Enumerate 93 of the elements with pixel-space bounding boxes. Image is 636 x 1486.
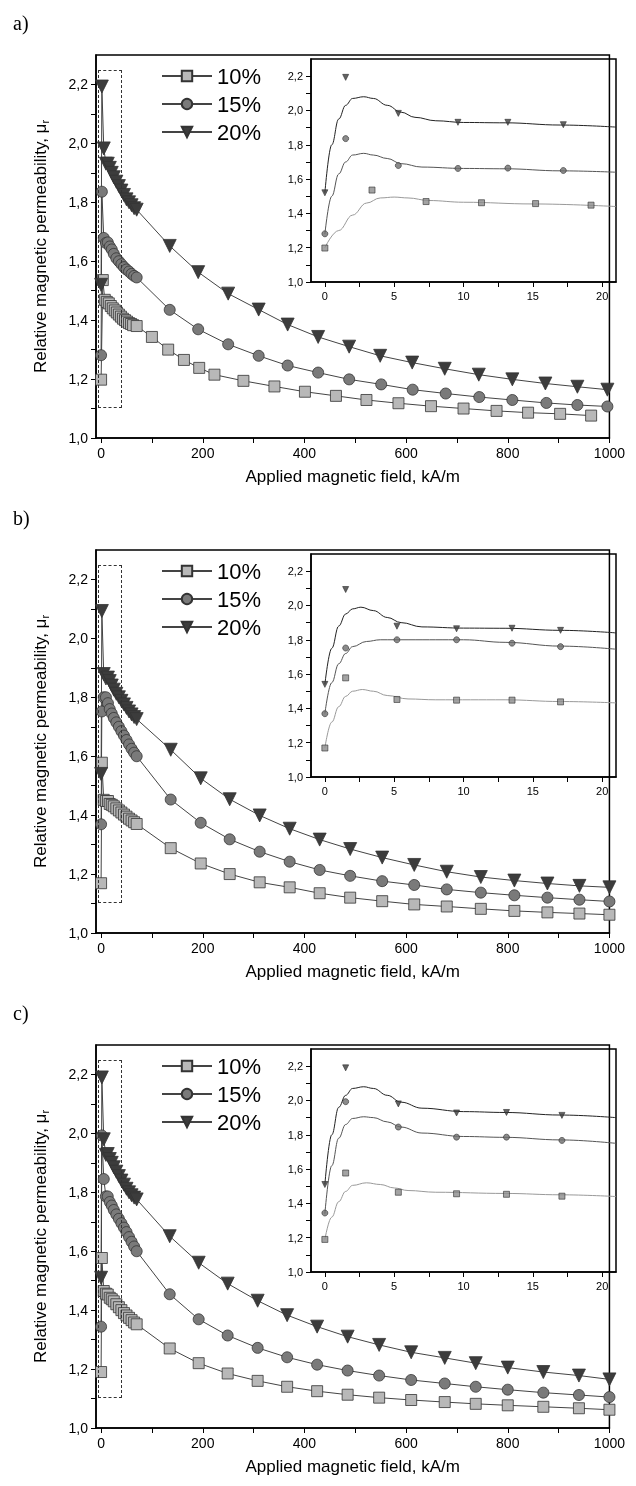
y-tick-label: 2,2: [68, 1066, 89, 1083]
x-axis-title: Applied magnetic field, kA/m: [245, 1457, 460, 1476]
x-tick-label: 15: [526, 784, 539, 797]
x-tick-label: 600: [394, 445, 418, 461]
y-tick-label: 1,6: [68, 748, 89, 765]
x-tick-label: 0: [321, 1279, 328, 1292]
x-tick-label: 15: [526, 1279, 539, 1292]
x-tick-label: 1000: [593, 1435, 626, 1451]
x-tick-label: 0: [321, 784, 328, 797]
x-tick-label: 10: [457, 289, 470, 302]
y-tick-label: 1,0: [287, 276, 303, 288]
y-tick-label: 1,2: [68, 866, 89, 883]
y-tick-label: 1,2: [68, 1361, 89, 1378]
x-tick-label: 600: [394, 940, 418, 956]
x-tick-label: 5: [391, 289, 398, 302]
legend-label: 20%: [217, 1109, 262, 1135]
x-tick-label: 0: [97, 445, 106, 461]
x-tick-label: 800: [496, 1435, 520, 1451]
x-tick-label: 15: [526, 289, 539, 302]
y-tick-label: 1,8: [287, 633, 303, 646]
x-tick-label: 800: [496, 445, 520, 461]
y-tick-label: 1,4: [68, 1302, 89, 1319]
x-tick-label: 10: [457, 1279, 470, 1292]
x-tick-label: 0: [97, 1435, 106, 1451]
y-axis-title: Relative magnetic permeability, μr: [30, 119, 51, 374]
y-tick-label: 1,6: [287, 173, 303, 186]
x-tick-label: 10: [457, 784, 470, 797]
x-tick-label: 400: [292, 940, 317, 956]
x-tick-label: 1000: [593, 445, 626, 461]
chart-title: b): [13, 507, 30, 530]
x-tick-label: 800: [496, 940, 520, 956]
y-tick-label: 1,2: [68, 371, 89, 388]
y-tick-label: 2,0: [287, 599, 303, 612]
y-tick-label: 1,0: [68, 1420, 89, 1436]
y-tick-label: 1,6: [287, 1163, 303, 1176]
x-axis-title: Applied magnetic field, kA/m: [245, 962, 460, 981]
x-tick-label: 200: [191, 445, 215, 461]
y-tick-label: 1,2: [287, 736, 303, 749]
y-tick-label: 1,6: [68, 253, 89, 270]
legend-label: 20%: [217, 119, 262, 145]
y-tick-label: 2,0: [68, 630, 89, 647]
x-tick-label: 20: [596, 289, 609, 302]
x-tick-label: 20: [596, 784, 609, 797]
y-tick-label: 2,0: [287, 104, 303, 117]
legend-label: 10%: [217, 1053, 262, 1079]
y-tick-label: 1,0: [68, 925, 89, 941]
y-tick-label: 1,6: [68, 1243, 89, 1260]
y-tick-label: 1,8: [287, 1128, 303, 1141]
x-tick-label: 1000: [593, 940, 626, 956]
y-tick-label: 1,0: [68, 430, 89, 446]
y-tick-label: 1,2: [287, 241, 303, 254]
x-tick-label: 600: [394, 1435, 418, 1451]
y-tick-label: 2,0: [287, 1094, 303, 1107]
legend-label: 15%: [217, 1081, 262, 1107]
y-tick-label: 1,4: [68, 807, 89, 824]
x-tick-label: 400: [292, 1435, 317, 1451]
x-axis-title: Applied magnetic field, kA/m: [245, 467, 460, 486]
y-tick-label: 1,8: [68, 194, 89, 211]
y-tick-label: 1,8: [68, 689, 89, 706]
y-tick-label: 2,2: [68, 76, 89, 93]
x-tick-label: 0: [97, 940, 106, 956]
x-tick-label: 400: [292, 445, 317, 461]
y-tick-label: 2,2: [68, 571, 89, 588]
y-tick-label: 2,2: [287, 565, 303, 578]
y-tick-label: 1,0: [287, 1266, 303, 1278]
y-tick-label: 2,2: [287, 70, 303, 83]
x-tick-label: 20: [596, 1279, 609, 1292]
y-axis-title: Relative magnetic permeability, μr: [30, 1109, 51, 1364]
y-tick-label: 1,4: [68, 312, 89, 329]
legend-label: 10%: [217, 558, 262, 584]
x-tick-label: 5: [391, 784, 398, 797]
chart-title: a): [13, 12, 29, 35]
legend-label: 10%: [217, 63, 262, 89]
y-tick-label: 1,2: [287, 1231, 303, 1244]
x-tick-label: 200: [191, 940, 215, 956]
y-tick-label: 1,8: [287, 138, 303, 151]
y-tick-label: 1,8: [68, 1184, 89, 1201]
chart-title: c): [13, 1002, 29, 1025]
legend-label: 20%: [217, 614, 262, 640]
y-axis-title: Relative magnetic permeability, μr: [30, 614, 51, 869]
y-tick-label: 1,0: [287, 771, 303, 783]
y-tick-label: 2,0: [68, 135, 89, 152]
y-tick-label: 1,4: [287, 1197, 303, 1210]
x-tick-label: 0: [321, 289, 328, 302]
legend-label: 15%: [217, 586, 262, 612]
y-tick-label: 2,2: [287, 1060, 303, 1073]
y-tick-label: 1,4: [287, 702, 303, 715]
y-tick-label: 1,4: [287, 207, 303, 220]
x-tick-label: 5: [391, 1279, 398, 1292]
y-tick-label: 1,6: [287, 668, 303, 681]
y-tick-label: 2,0: [68, 1125, 89, 1142]
x-tick-label: 200: [191, 1435, 215, 1451]
legend-label: 15%: [217, 91, 262, 117]
